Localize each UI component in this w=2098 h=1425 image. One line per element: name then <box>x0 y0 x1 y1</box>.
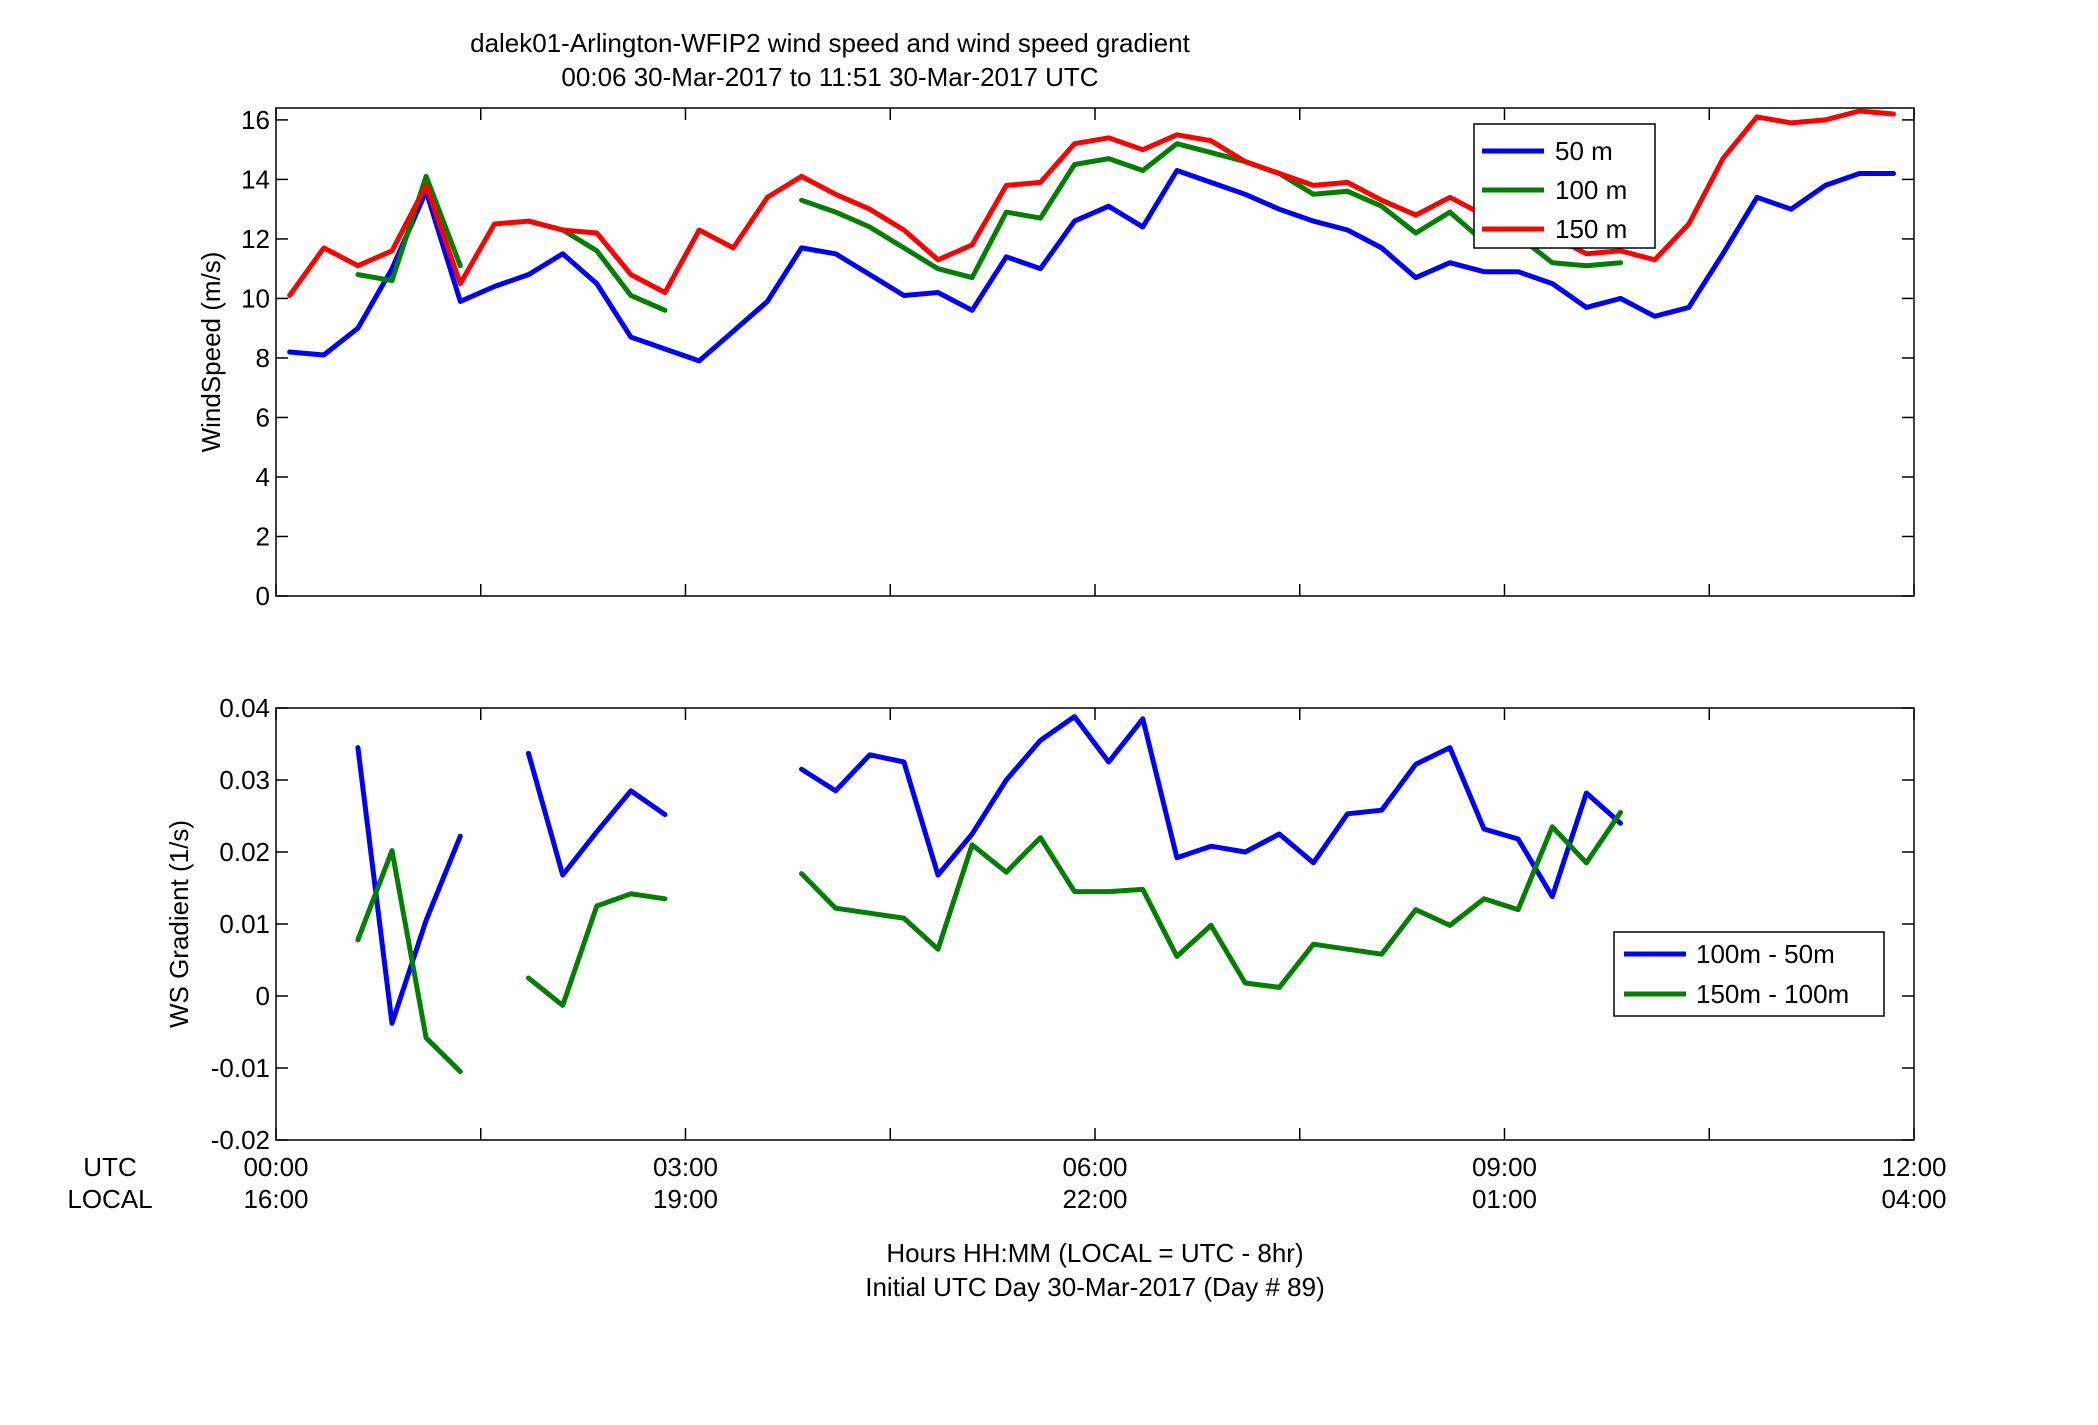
chart-title-line2: 00:06 30-Mar-2017 to 11:51 30-Mar-2017 U… <box>561 62 1098 92</box>
gradient-ytick-label: 0.02 <box>219 837 270 867</box>
windspeed-ytick-label: 6 <box>256 402 270 432</box>
windspeed-legend: 50 m 100 m 150 m <box>1473 123 1656 249</box>
windspeed-series-line <box>287 168 1896 364</box>
windspeed-series-line <box>287 108 1896 298</box>
windspeed-x-axis <box>275 108 1915 596</box>
x-tick-label-utc: 12:00 <box>1881 1152 1946 1182</box>
x-tick-label-local: 22:00 <box>1062 1184 1127 1214</box>
x-tick-label-utc: 09:00 <box>1472 1152 1537 1182</box>
windspeed-ytick-label: 10 <box>241 283 270 313</box>
windspeed-panel: 0 2 4 6 8 10 12 14 16 WindSpeed (m/s) 50 m 100 m… <box>196 105 1915 611</box>
gradient-legend: 100m - 50m 150m - 100m <box>1613 931 1885 1017</box>
windspeed-y-axis-label: WindSpeed (m/s) <box>196 252 226 453</box>
local-row-label: LOCAL <box>67 1184 152 1214</box>
windspeed-series <box>287 108 1896 364</box>
windspeed-ytick-label: 8 <box>256 343 270 373</box>
x-axis-label-line1: Hours HH:MM (LOCAL = UTC - 8hr) <box>886 1238 1303 1268</box>
gradient-ytick-label: 0.03 <box>219 765 270 795</box>
windspeed-plot-frame <box>275 107 1915 597</box>
windspeed-ytick-label: 12 <box>241 224 270 254</box>
gradient-y-axis-label: WS Gradient (1/s) <box>164 820 194 1028</box>
gradient-plot-frame <box>275 707 1915 1141</box>
windspeed-ytick-label: 2 <box>256 521 270 551</box>
windspeed-ytick-label: 16 <box>241 105 270 135</box>
gradient-y-axis: -0.02 -0.01 0 0.01 0.02 0.03 0.04 <box>211 693 1914 1155</box>
gradient-series-line <box>355 809 1623 1075</box>
legend-label-50m: 50 m <box>1555 136 1613 166</box>
gradient-ytick-label: -0.01 <box>211 1053 270 1083</box>
gradient-ytick-label: 0 <box>256 981 270 1011</box>
gradient-series-line <box>355 714 1623 1026</box>
x-tick-label-utc: 06:00 <box>1062 1152 1127 1182</box>
legend-label-150m: 150 m <box>1555 214 1627 244</box>
x-tick-label-utc: 00:00 <box>243 1152 308 1182</box>
gradient-series <box>355 714 1623 1075</box>
gradient-legend-box <box>1613 931 1885 1017</box>
gradient-ytick-label: -0.02 <box>211 1125 270 1155</box>
x-tick-label-local: 19:00 <box>653 1184 718 1214</box>
windspeed-y-axis: 0 2 4 6 8 10 12 14 16 <box>241 105 1914 611</box>
gradient-panel: -0.02 -0.01 0 0.01 0.02 0.03 0.04 WS Gradient … <box>164 693 1915 1155</box>
legend-label-100m: 100 m <box>1555 175 1627 205</box>
gradient-x-axis <box>275 708 1915 1140</box>
chart-title-line1: dalek01-Arlington-WFIP2 wind speed and w… <box>470 28 1191 58</box>
x-tick-label-local: 04:00 <box>1881 1184 1946 1214</box>
windspeed-ytick-label: 14 <box>241 164 270 194</box>
x-axis-label-line2: Initial UTC Day 30-Mar-2017 (Day # 89) <box>865 1272 1325 1302</box>
gradient-ytick-label: 0.04 <box>219 693 270 723</box>
gradient-ytick-label: 0.01 <box>219 909 270 939</box>
x-tick-label-local: 16:00 <box>243 1184 308 1214</box>
x-tick-label-local: 01:00 <box>1472 1184 1537 1214</box>
x-tick-label-utc: 03:00 <box>653 1152 718 1182</box>
utc-row-label: UTC <box>83 1152 136 1182</box>
windspeed-ytick-label: 4 <box>256 462 270 492</box>
legend-label-150m-100m: 150m - 100m <box>1696 979 1849 1009</box>
legend-label-100m-50m: 100m - 50m <box>1696 939 1835 969</box>
windspeed-ytick-label: 0 <box>256 581 270 611</box>
